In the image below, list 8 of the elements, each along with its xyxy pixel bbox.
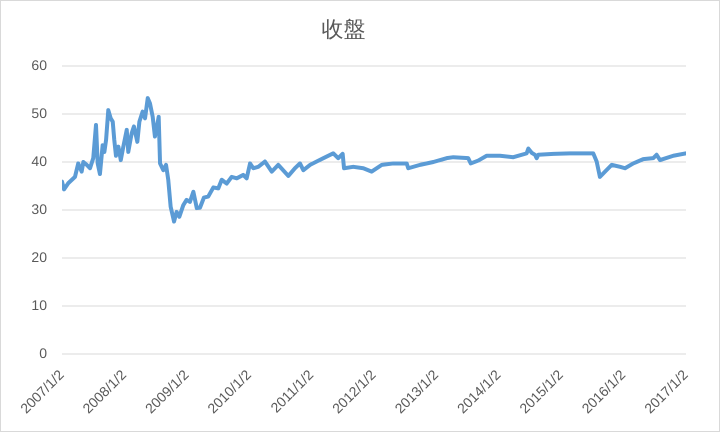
y-tick-label: 60 [31,56,48,73]
y-tick-label: 50 [31,104,48,121]
y-tick-label: 30 [31,200,48,217]
y-tick-label: 0 [39,344,48,361]
y-tick-label: 10 [31,296,48,313]
y-tick-label: 40 [31,152,48,169]
y-tick-label: 20 [31,248,48,265]
chart-title: 收盤 [322,16,366,42]
